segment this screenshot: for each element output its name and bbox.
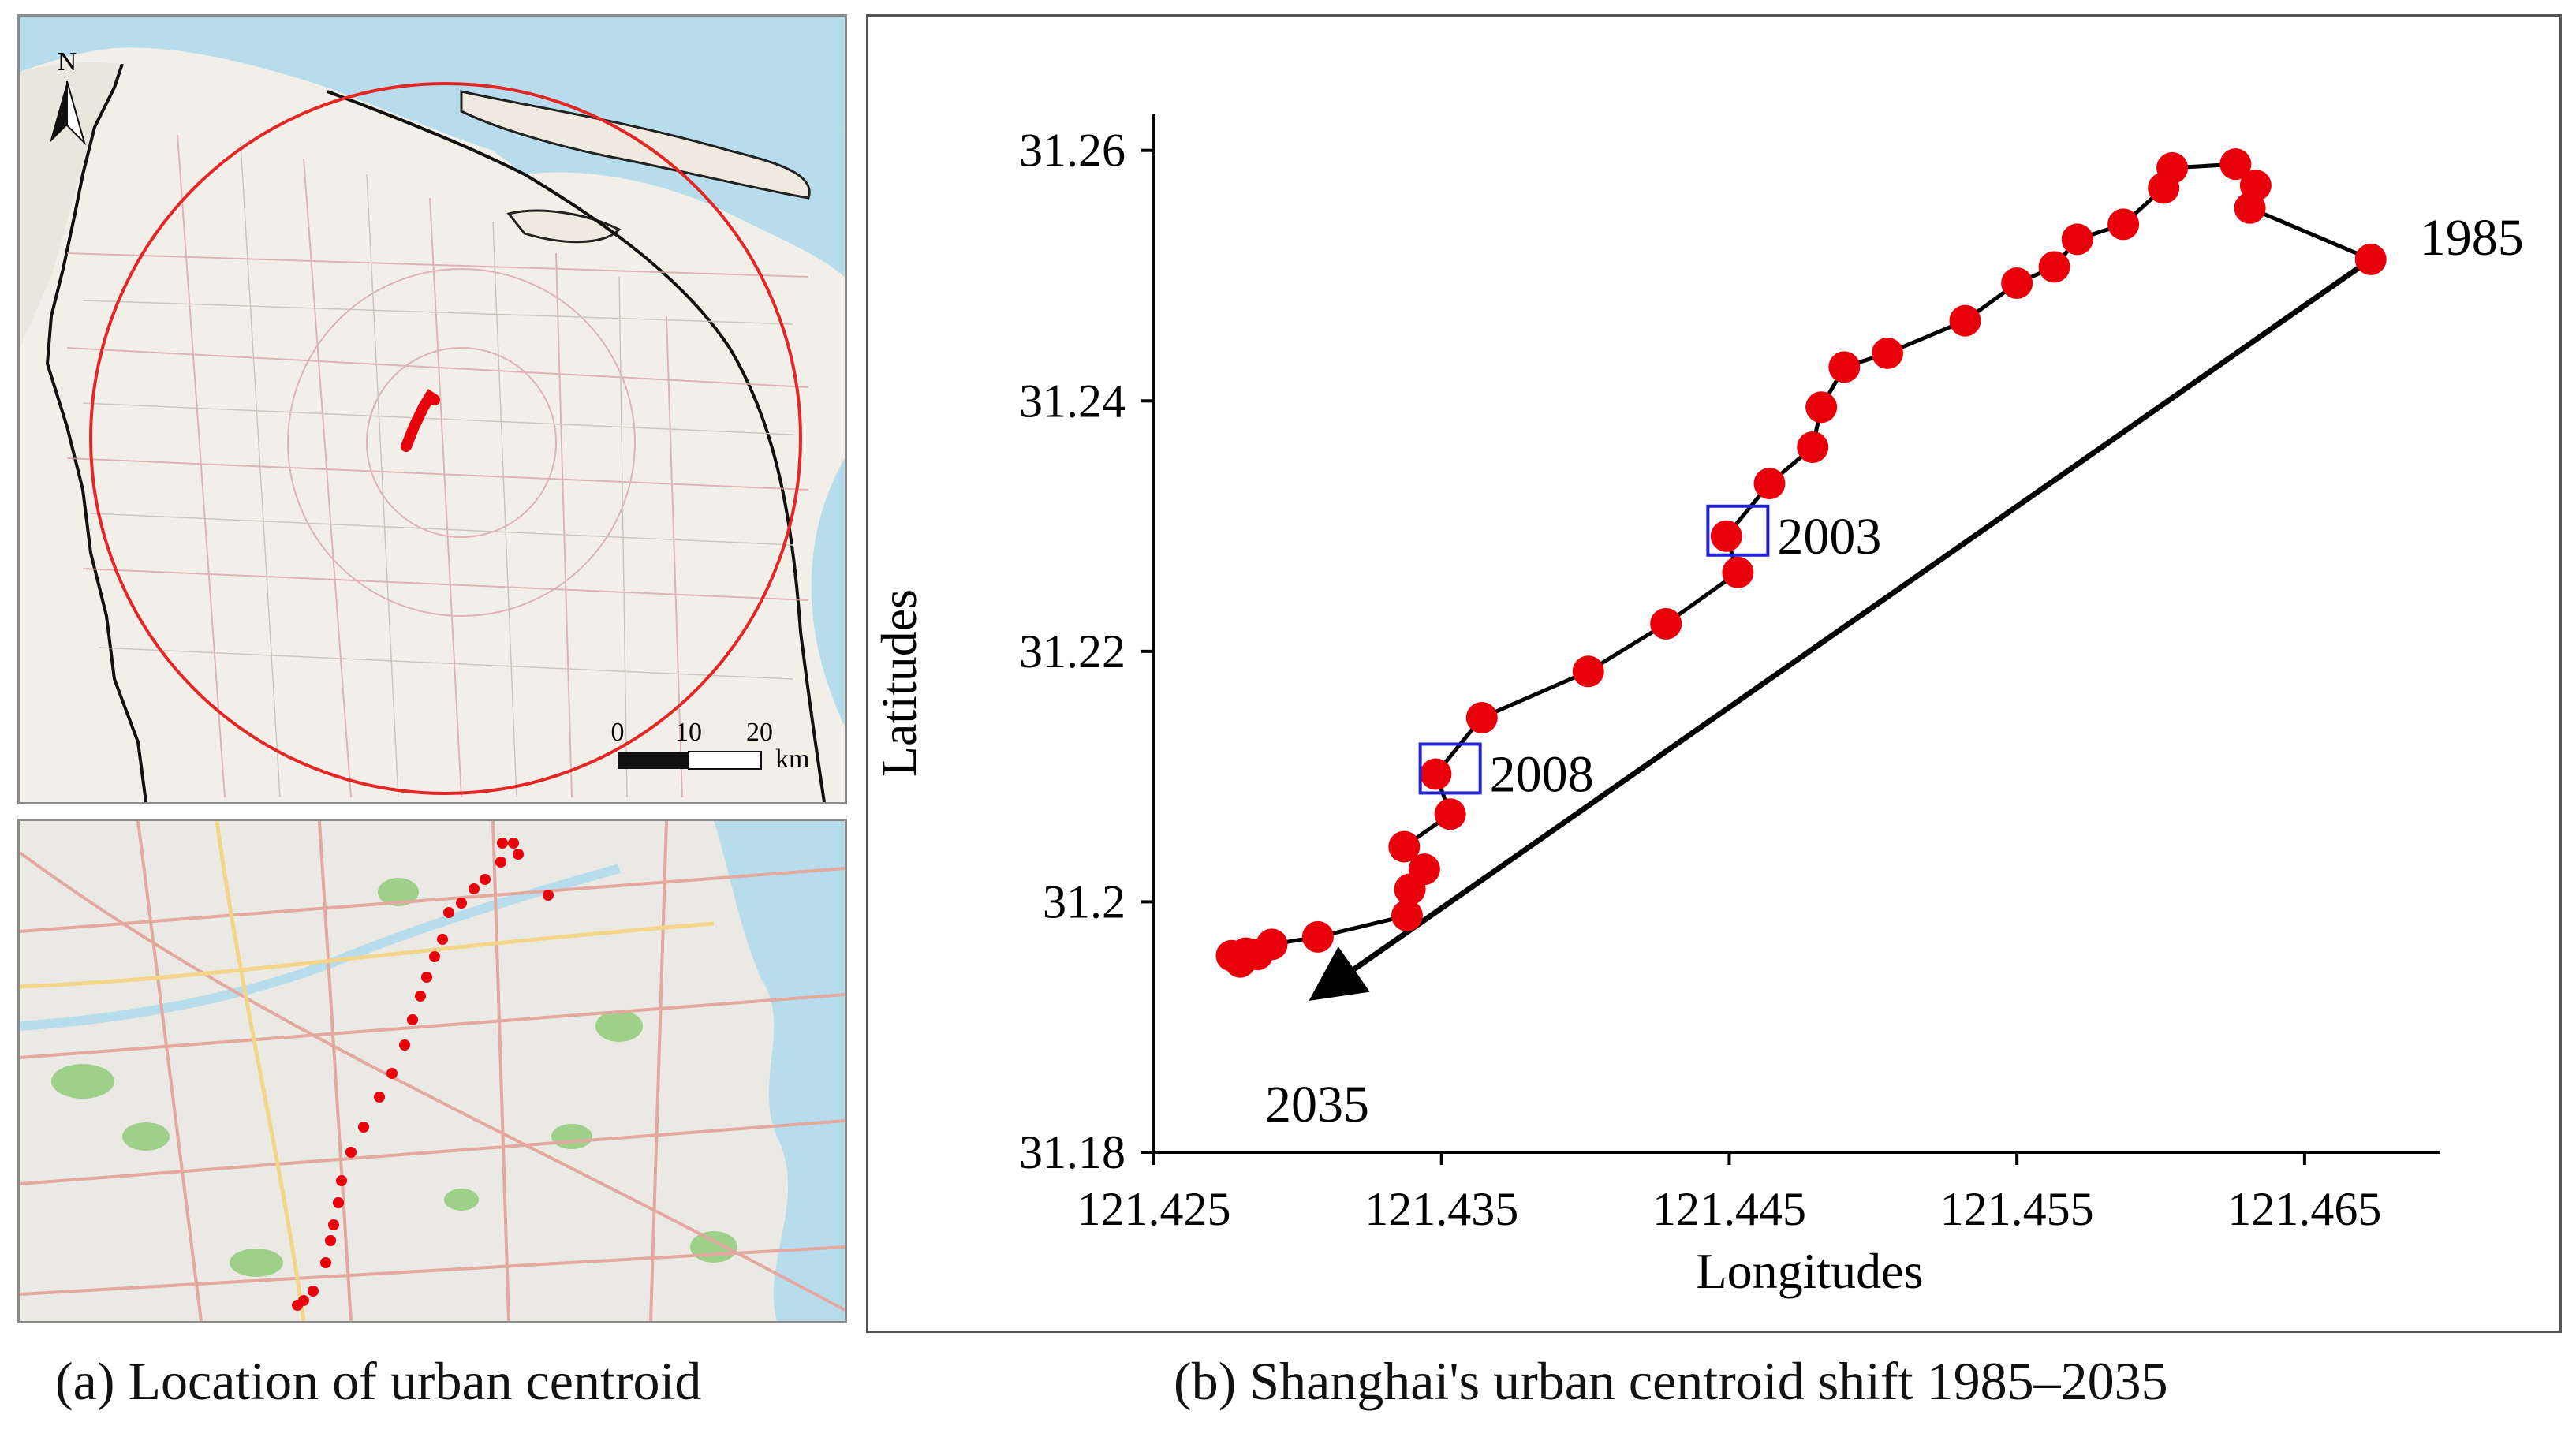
centroid-point	[1710, 520, 1742, 552]
north-arrow-left	[50, 81, 67, 143]
x-tick-label: 121.425	[1077, 1183, 1231, 1235]
caption-left: (a) Location of urban centroid	[55, 1351, 702, 1411]
detail-map-svg	[20, 821, 845, 1321]
suzhou-creek	[20, 864, 621, 1031]
changxing-island	[506, 209, 622, 244]
centroid-point	[2107, 208, 2140, 241]
minor-roads	[82, 142, 793, 798]
centroid-point	[1420, 758, 1452, 790]
centroid-point	[1753, 468, 1786, 500]
centroid-point	[2061, 223, 2093, 256]
scale-bar-dark	[618, 752, 689, 769]
centroid-point	[2219, 148, 2252, 181]
centroid-point	[1797, 431, 1829, 464]
x-ticks: 121.425 121.435 121.445 121.455 121.465	[1077, 1152, 2381, 1235]
city-boundary-west	[45, 63, 147, 802]
study-area-circle	[89, 82, 802, 795]
y-tick-label: 31.24	[1019, 375, 1126, 427]
x-tick-label: 121.435	[1365, 1183, 1518, 1235]
detail-roads	[20, 821, 845, 1321]
centroid-point	[1650, 607, 1682, 640]
scale-unit: km	[775, 745, 809, 774]
x-axis-label: Longitudes	[1697, 1243, 1924, 1299]
road-network	[66, 134, 809, 798]
detail-map	[17, 819, 847, 1323]
scale-bar-light	[688, 751, 762, 770]
centroid-point	[1301, 920, 1334, 953]
centroid-track	[401, 389, 440, 452]
y-axis-label: Latitudes	[871, 589, 927, 777]
city-boundary-east	[327, 90, 826, 802]
highlight-box-2008	[1418, 742, 1482, 795]
overview-map: N 0 10 20 km	[17, 14, 847, 804]
highlight-label-2008: 2008	[1490, 745, 1594, 803]
scale-tick-20: 20	[746, 718, 773, 747]
x-tick-label: 121.465	[2227, 1183, 2381, 1235]
north-arrow-right	[66, 80, 87, 146]
centroid-point	[2038, 251, 2070, 283]
centroid-chart: 121.425 121.435 121.445 121.455 121.465 31.1…	[871, 114, 2524, 1299]
centroid-point	[1572, 655, 1604, 688]
centroid-point	[1805, 391, 1838, 424]
x-tick-label: 121.455	[1940, 1183, 2094, 1235]
east-sea	[811, 458, 845, 726]
highlight-boxes: 2003 2008	[1418, 504, 1881, 803]
yangtze-estuary	[20, 17, 845, 157]
north-arrow: N	[50, 47, 87, 146]
year-annotations: 1985 2035	[1265, 209, 2524, 1133]
centroid-point	[1215, 939, 1248, 972]
x-tick-label: 121.445	[1652, 1183, 1806, 1235]
y-ticks: 31.18 31.2 31.22 31.24 31.26	[1019, 125, 1154, 1178]
y-tick-label: 31.2	[1043, 875, 1126, 928]
trend-arrow	[1309, 256, 2373, 1001]
y-tick-label: 31.22	[1019, 625, 1126, 677]
centroid-point	[2148, 172, 2180, 204]
highlight-box-2003	[1706, 504, 1770, 557]
chart-axes	[1152, 114, 2440, 1154]
y-tick-label: 31.18	[1019, 1126, 1126, 1178]
centroid-point	[1391, 899, 1423, 931]
centroid-point	[2001, 267, 2033, 300]
centroid-point	[1394, 873, 1426, 905]
detail-centroids	[292, 838, 554, 1311]
y-tick-label: 31.26	[1019, 125, 1126, 177]
centroid-point	[1949, 304, 1981, 337]
annotation-2035: 2035	[1265, 1076, 1369, 1133]
parks	[51, 878, 737, 1277]
scale-tick-10: 10	[675, 718, 702, 747]
scale-tick-0: 0	[611, 718, 625, 747]
centroid-point	[1388, 830, 1421, 863]
jiangsu-land	[20, 62, 122, 348]
centroid-point	[2239, 170, 2272, 202]
detail-highways	[20, 821, 715, 1321]
huangpu-river	[714, 821, 845, 1321]
centroid-chart-panel: 121.425 121.435 121.445 121.455 121.465 31.1…	[866, 14, 2562, 1333]
centroid-point	[1465, 702, 1498, 734]
centroid-point	[1828, 351, 1861, 383]
centroid-point	[1434, 798, 1466, 830]
centroid-point	[1872, 337, 1904, 369]
scale-bar: 0 10 20 km	[611, 718, 810, 774]
centroid-points	[1215, 148, 2387, 978]
centroid-point	[2354, 243, 2387, 275]
highlight-label-2003: 2003	[1777, 508, 1881, 565]
overview-map-svg: N 0 10 20 km	[20, 17, 845, 802]
caption-right: (b) Shanghai's urban centroid shift 1985…	[1174, 1351, 2168, 1411]
annotation-1985: 1985	[2420, 209, 2524, 267]
centroid-point	[1722, 556, 1754, 588]
north-label: N	[58, 47, 77, 77]
